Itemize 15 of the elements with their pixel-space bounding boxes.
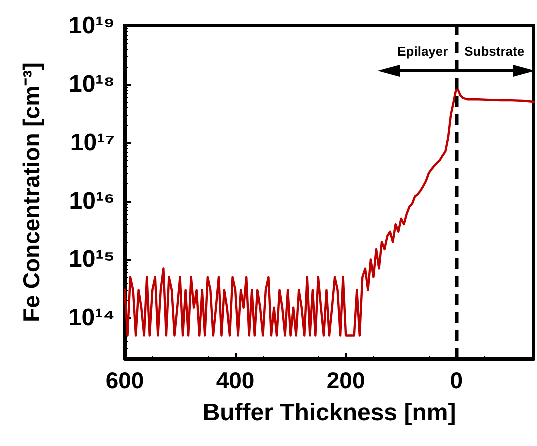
y-tick-label: 10¹⁴: [68, 304, 115, 332]
y-tick-label: 10¹⁵: [69, 246, 115, 274]
x-tick-label: 600: [106, 368, 144, 394]
x-tick-label: 200: [326, 368, 366, 394]
annotation: Epilayer: [398, 44, 448, 59]
annotation: Substrate: [464, 44, 525, 59]
x-axis-title: Buffer Thickness [nm]: [202, 400, 456, 426]
y-axis-title: Fe Concentration [cm⁻³]: [18, 62, 44, 322]
x-tick-label: 400: [216, 368, 255, 394]
y-tick-label: 10¹⁶: [69, 188, 115, 215]
y-tick-label: 10¹⁸: [68, 70, 115, 98]
x-tick-label: 0: [450, 368, 464, 394]
y-tick-label: 10¹⁹: [68, 12, 115, 40]
line-series: [124, 87, 536, 337]
y-tick-label: 10¹⁷: [70, 129, 115, 156]
